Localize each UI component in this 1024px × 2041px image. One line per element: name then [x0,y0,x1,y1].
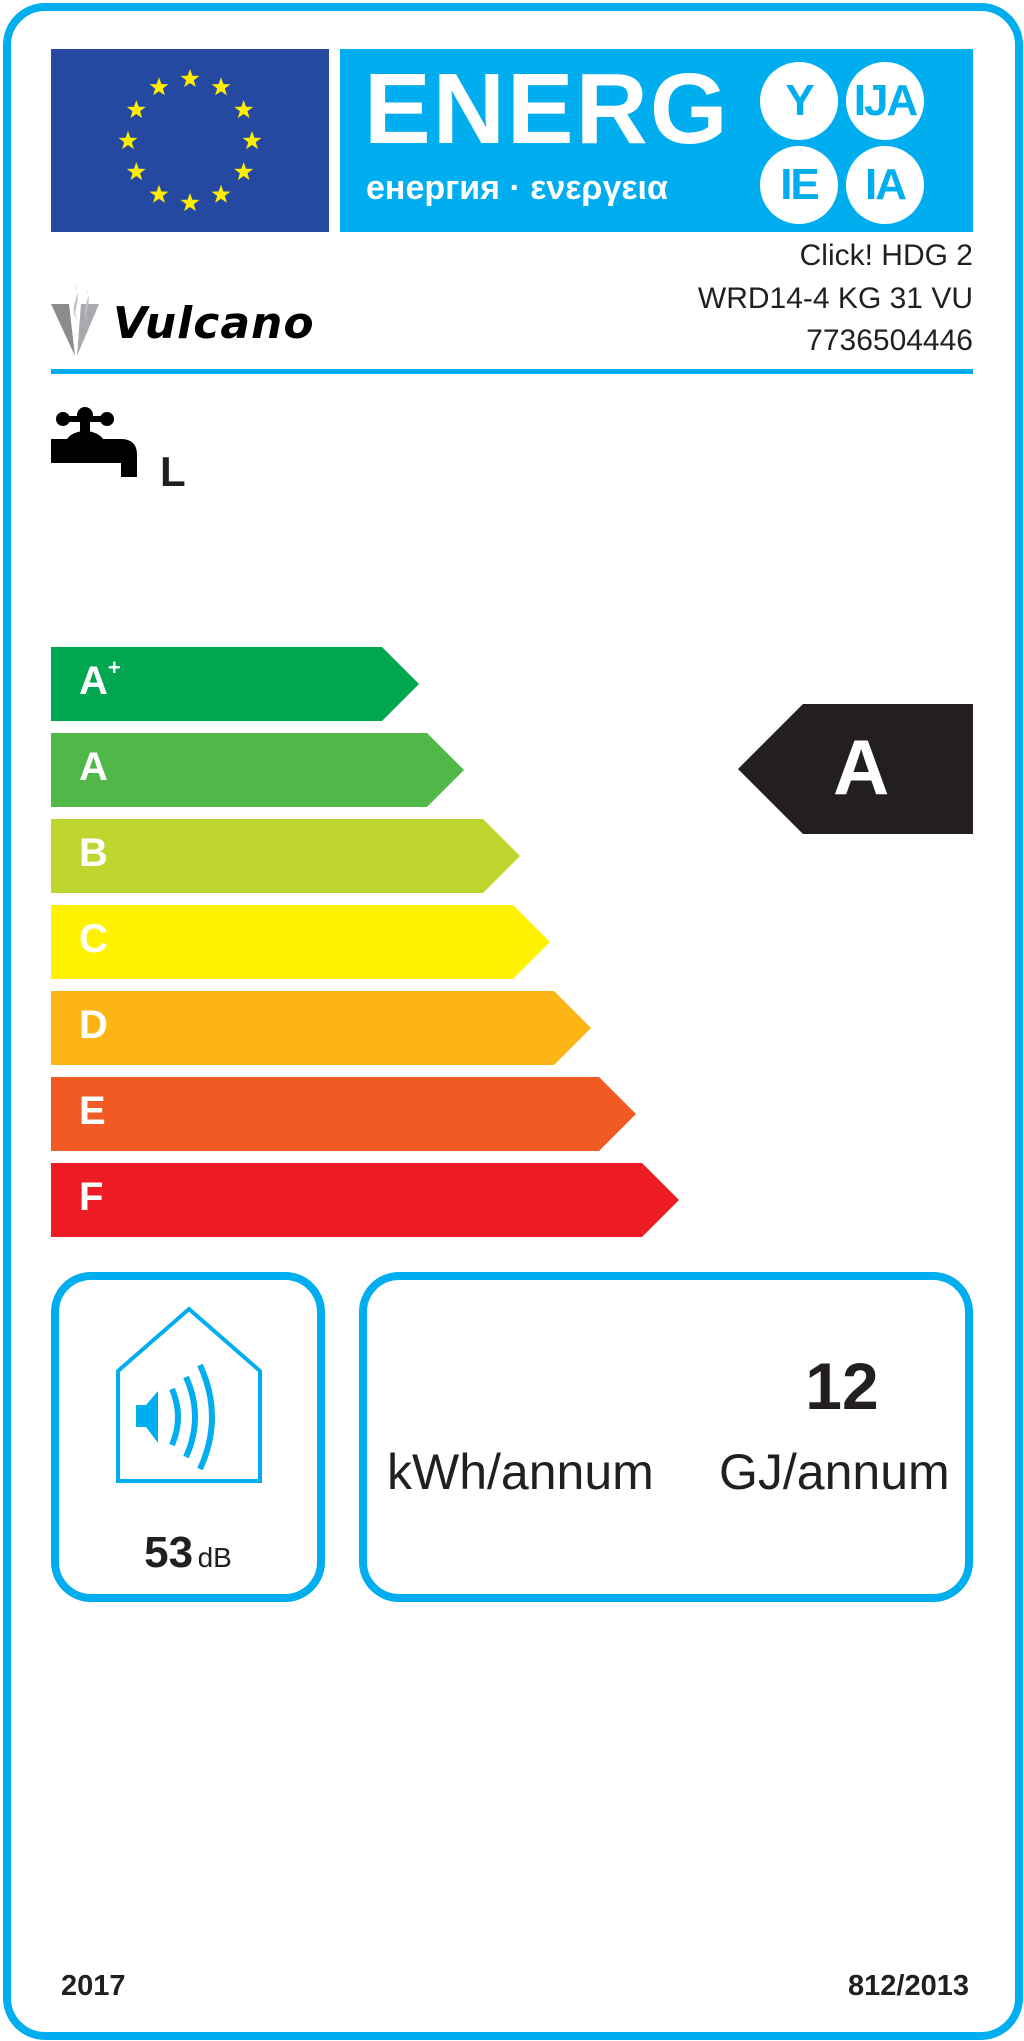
energy-class-bar: E [51,1077,636,1151]
gj-value: 12 [805,1349,879,1423]
star-icon [180,193,200,212]
suffix-ia: IA [846,146,924,224]
energy-consumption-panel: 12 kWh/annum GJ/annum [359,1272,973,1602]
energy-class-label: F [79,1175,104,1219]
house-sound-icon [116,1306,262,1483]
rating-arrow: A [738,704,973,834]
flame-icon [51,284,99,356]
star-icon [242,131,262,150]
star-icon [149,77,169,96]
water-tap-icon [51,407,137,477]
vulcano-logo: Vulcano [51,284,371,356]
gj-unit: GJ/annum [719,1444,950,1500]
energy-title: ENERG [364,53,730,165]
model-line-3: 7736504446 [806,324,973,357]
energy-class-bar: B [51,819,520,893]
divider [51,369,973,374]
energy-subtitle: енергия · ενεργεια [366,169,668,207]
suffix-y: Y [760,62,838,140]
footer-regulation: 812/2013 [848,1970,969,2002]
eu-flag-icon [51,49,329,232]
noise-panel: 53 dB [51,1272,325,1602]
logo-text: Vulcano [113,298,315,349]
star-icon [211,184,231,203]
star-icon [118,131,138,150]
energy-class-bar: D [51,991,591,1065]
eu-stars [118,69,262,212]
energy-class-label: B [79,831,108,875]
kwh-unit: kWh/annum [387,1444,654,1500]
energy-class-bar: F [51,1163,679,1237]
label-frame [3,3,1023,2040]
suffix-ija: IJA [846,62,924,140]
energy-class-label: C [79,917,108,961]
rating-letter: A [833,723,890,811]
star-icon [234,100,254,119]
suffix-ie: IE [760,146,838,224]
footer-year: 2017 [61,1970,126,2002]
energy-class-label: E [79,1089,106,1133]
energy-banner: ENERG енергия · ενεργεια Y IJA IE IA [340,49,973,232]
star-icon [234,162,254,181]
noise-reading: 53 dB [59,1528,317,1578]
energy-class-bar: C [51,905,550,979]
load-profile-value: L [160,448,186,495]
energy-class-label: A+ [79,655,121,703]
noise-value: 53 [144,1528,194,1577]
star-icon [126,162,146,181]
star-icon [149,184,169,203]
energy-class-label: A [79,745,108,789]
noise-unit: dB [197,1542,232,1573]
star-icon [126,100,146,119]
energy-class-label: D [79,1003,108,1047]
energy-class-bar: A+ [51,647,419,721]
model-line-1: Click! HDG 2 [799,239,973,272]
model-line-2: WRD14-4 KG 31 VU [697,282,973,315]
star-icon [211,77,231,96]
star-icon [180,69,200,88]
energy-class-bar: A [51,733,464,807]
